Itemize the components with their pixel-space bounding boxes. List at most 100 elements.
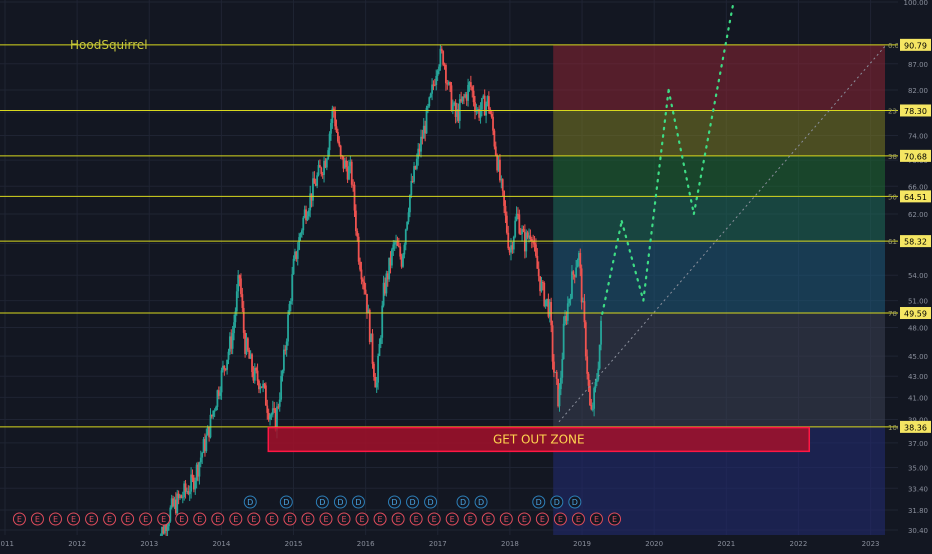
earnings-marker (48, 512, 62, 526)
candle-body (227, 351, 230, 360)
candle-body (202, 439, 205, 453)
candle-body (576, 260, 579, 268)
candle-body (284, 349, 287, 351)
candle-body (179, 495, 181, 499)
candle-body (584, 322, 587, 357)
earnings-marker-label: E (468, 515, 473, 524)
earnings-marker-label: E (396, 515, 401, 524)
candle-body (241, 294, 244, 308)
earnings-marker (12, 512, 26, 526)
candle-body (343, 160, 346, 169)
price-axis-bg (898, 0, 932, 550)
candle-body (374, 376, 377, 388)
candle-body (522, 229, 525, 232)
candle-body (406, 221, 409, 230)
candle-body (540, 281, 543, 292)
candle-body (186, 491, 188, 493)
earnings-marker (211, 512, 225, 526)
candle-body (457, 109, 460, 121)
candle-body (400, 256, 403, 267)
dividend-marker (243, 495, 257, 509)
fib-price-tag-text: 38.36 (904, 423, 927, 432)
earnings-marker-label: E (143, 515, 148, 524)
candle-body (292, 258, 295, 275)
earnings-marker-label: E (414, 515, 419, 524)
candle-body (591, 408, 594, 410)
candle-body (511, 245, 514, 250)
earnings-marker (85, 512, 99, 526)
candle-body (388, 257, 391, 280)
candle-body (228, 336, 231, 352)
earnings-marker (463, 512, 477, 526)
dividend-marker (406, 495, 420, 509)
price-tick-label: 31.80 (908, 507, 928, 515)
candle-body (594, 382, 597, 389)
earnings-marker-label: E (612, 515, 617, 524)
candle-body (507, 232, 510, 249)
dividend-marker (279, 495, 293, 509)
candle-body (212, 410, 215, 417)
candle-body (558, 389, 561, 407)
candle-body (356, 231, 359, 237)
fib-price-tag-text: 78.30 (904, 107, 927, 116)
fib-ratio-label: 100 (888, 424, 901, 432)
candle-body (363, 281, 366, 290)
earnings-marker (589, 512, 603, 526)
time-tick-label: 2014 (212, 540, 230, 548)
candle-body (328, 133, 331, 151)
price-tick-label: 41.00 (908, 394, 928, 402)
earnings-marker-label: E (486, 515, 491, 524)
candle-body (350, 161, 353, 185)
candle-body (386, 273, 389, 280)
candle-body (222, 365, 224, 371)
earnings-marker-label: E (269, 515, 274, 524)
dividend-marker-label: D (247, 498, 253, 507)
get-out-zone-box[interactable] (267, 426, 811, 453)
candle-body (242, 307, 245, 333)
dividend-marker-label: D (554, 498, 560, 507)
time-axis[interactable]: 2011 2012 2013 2014 2015 2016 2017 2018 2019 2020… (0, 536, 932, 550)
candle-body (429, 93, 432, 98)
candle-body (483, 95, 486, 116)
candle-body (173, 499, 176, 507)
candle-body (565, 315, 568, 321)
price-tick-label: 33.40 (908, 485, 928, 493)
candle-body (371, 333, 374, 364)
get-out-zone[interactable]: GET OUT ZONE (267, 426, 811, 453)
event-markers[interactable]: E E E E E E E E E E E E E E E E E E E E E E E E E E E E E E E E E ED D D D D D… (12, 495, 622, 526)
candle-body (499, 159, 501, 181)
candle-body (317, 165, 320, 176)
candle-body (564, 315, 566, 324)
candle-body (310, 193, 313, 201)
candle-body (420, 136, 422, 152)
candle-body (209, 414, 212, 438)
time-tick-label: 2017 (429, 540, 447, 548)
earnings-marker-label: E (89, 515, 94, 524)
candle-body (345, 160, 348, 168)
candle-body (181, 497, 184, 499)
candle-body (234, 311, 237, 323)
candle-body (349, 161, 352, 166)
candle-body (586, 356, 589, 374)
candle-body (289, 301, 292, 305)
earnings-marker-label: E (35, 515, 40, 524)
earnings-marker-label: E (125, 515, 130, 524)
earnings-marker (481, 512, 495, 526)
candle-body (442, 51, 445, 65)
candle-body (201, 452, 204, 458)
candle-body (361, 279, 364, 282)
candle-body (447, 82, 450, 85)
candle-body (489, 109, 492, 114)
candle-body (517, 213, 519, 215)
candle-body (476, 109, 479, 111)
price-axis[interactable]: 100.0087.0082.0078.0074.0070.0066.0062.0… (898, 0, 932, 550)
candle-body (366, 293, 368, 313)
candle-body (291, 274, 294, 302)
candle-body (327, 150, 330, 160)
projection-path[interactable] (601, 0, 735, 315)
candle-body (377, 355, 379, 383)
candle-body (533, 242, 536, 245)
fib-ratio-label: 23 (888, 107, 897, 115)
